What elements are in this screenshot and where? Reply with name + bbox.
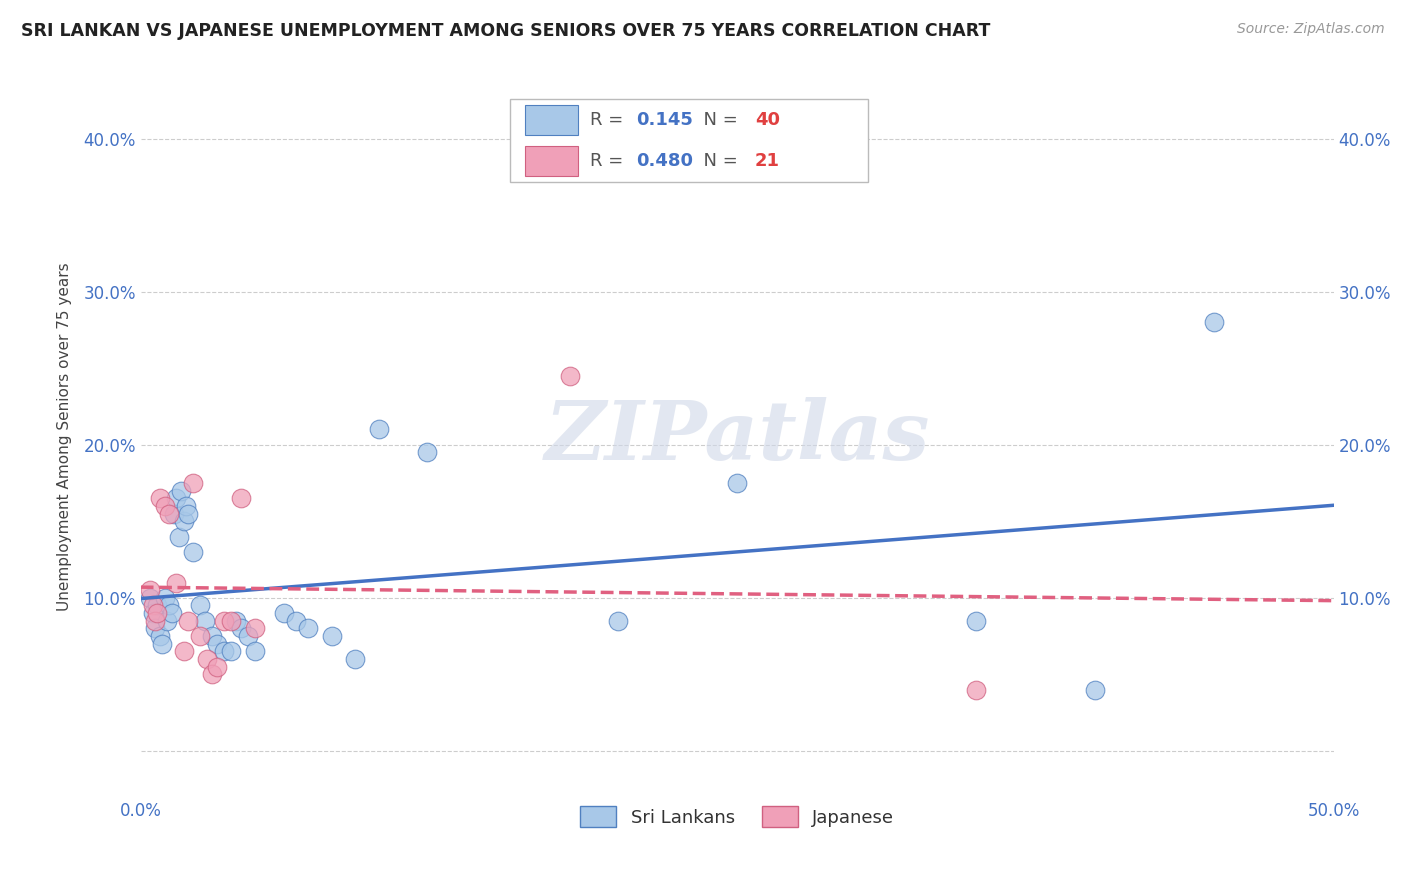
Text: R =: R =	[591, 111, 630, 128]
Point	[181, 545, 204, 559]
Point	[321, 629, 343, 643]
Text: R =: R =	[591, 152, 630, 170]
Point	[212, 644, 235, 658]
Point	[165, 491, 187, 506]
Point	[229, 622, 252, 636]
Point	[273, 606, 295, 620]
Point	[344, 652, 367, 666]
Point	[965, 682, 987, 697]
Point	[139, 591, 162, 605]
Point	[165, 575, 187, 590]
Point	[221, 644, 243, 658]
Text: 0.145: 0.145	[636, 111, 693, 128]
Point	[188, 629, 211, 643]
Point	[139, 583, 162, 598]
Point	[177, 507, 200, 521]
Point	[143, 614, 166, 628]
Point	[236, 629, 259, 643]
Text: ZIPatlas: ZIPatlas	[544, 397, 929, 477]
Text: 0.480: 0.480	[636, 152, 693, 170]
Point	[606, 614, 628, 628]
Point	[153, 499, 176, 513]
Text: SRI LANKAN VS JAPANESE UNEMPLOYMENT AMONG SENIORS OVER 75 YEARS CORRELATION CHAR: SRI LANKAN VS JAPANESE UNEMPLOYMENT AMON…	[21, 22, 990, 40]
Point	[205, 637, 228, 651]
Text: N =: N =	[692, 111, 744, 128]
Point	[212, 614, 235, 628]
Point	[181, 476, 204, 491]
Point	[201, 667, 224, 681]
Point	[156, 614, 179, 628]
FancyBboxPatch shape	[510, 99, 869, 182]
Point	[146, 599, 169, 613]
Point	[205, 659, 228, 673]
Point	[1084, 682, 1107, 697]
Y-axis label: Unemployment Among Seniors over 75 years: Unemployment Among Seniors over 75 years	[58, 263, 72, 611]
Point	[965, 614, 987, 628]
Point	[197, 652, 219, 666]
Point	[225, 614, 247, 628]
Point	[243, 644, 266, 658]
Point	[368, 422, 391, 436]
Point	[725, 476, 748, 491]
Point	[146, 606, 169, 620]
FancyBboxPatch shape	[524, 104, 578, 135]
Point	[173, 644, 195, 658]
Point	[173, 514, 195, 528]
Point	[142, 599, 165, 613]
Point	[174, 499, 197, 513]
Point	[149, 629, 172, 643]
Point	[163, 507, 186, 521]
Point	[142, 606, 165, 620]
Point	[170, 483, 193, 498]
Point	[188, 599, 211, 613]
Point	[297, 622, 319, 636]
Point	[157, 507, 180, 521]
Point	[1204, 315, 1226, 329]
Point	[229, 491, 252, 506]
Text: N =: N =	[692, 152, 744, 170]
Text: 21: 21	[755, 152, 780, 170]
Point	[157, 599, 180, 613]
Point	[243, 622, 266, 636]
Point	[167, 530, 190, 544]
Point	[558, 368, 581, 383]
FancyBboxPatch shape	[524, 146, 578, 176]
Point	[149, 491, 172, 506]
Point	[153, 591, 176, 605]
Point	[143, 622, 166, 636]
Legend: Sri Lankans, Japanese: Sri Lankans, Japanese	[572, 799, 901, 835]
Text: 40: 40	[755, 111, 780, 128]
Point	[416, 445, 439, 459]
Point	[160, 606, 183, 620]
Point	[201, 629, 224, 643]
Point	[150, 637, 173, 651]
Point	[284, 614, 307, 628]
Text: Source: ZipAtlas.com: Source: ZipAtlas.com	[1237, 22, 1385, 37]
Point	[194, 614, 217, 628]
Point	[221, 614, 243, 628]
Point	[177, 614, 200, 628]
